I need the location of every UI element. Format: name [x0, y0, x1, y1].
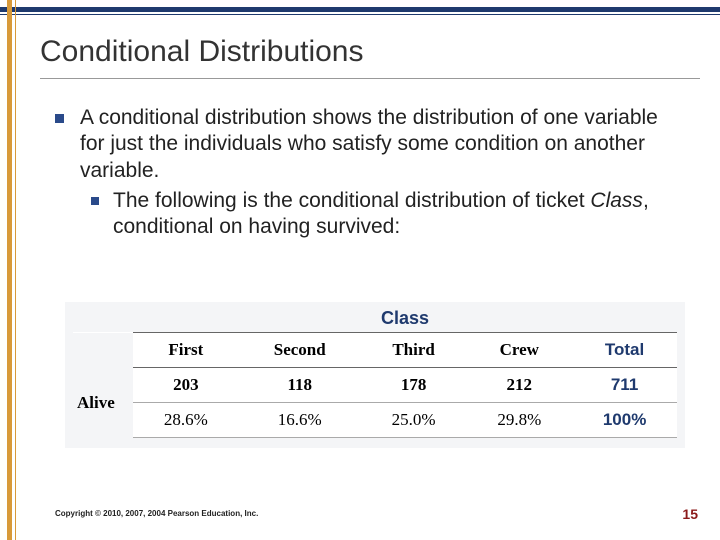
left-border-thin — [15, 0, 16, 540]
content-area: A conditional distribution shows the dis… — [55, 105, 680, 244]
cell-percent: 25.0% — [361, 403, 467, 438]
italic-class: Class — [590, 189, 643, 212]
col-header: Crew — [466, 333, 572, 368]
cell-percent: 29.8% — [466, 403, 572, 438]
body-text-2: The following is the conditional distrib… — [113, 188, 680, 241]
table-header-row: First Second Third Crew Total — [73, 333, 677, 368]
bullet-level2: The following is the conditional distrib… — [91, 188, 680, 241]
term-conditional-distribution: conditional distribution — [99, 106, 307, 129]
col-header: First — [133, 333, 239, 368]
row-label: Alive — [73, 368, 133, 438]
text-prefix-2: The following is the conditional distrib… — [113, 189, 590, 212]
cell-count: 178 — [361, 368, 467, 403]
square-bullet-icon — [91, 197, 99, 205]
body-text-1: A conditional distribution shows the dis… — [80, 105, 680, 184]
cell-count: 118 — [239, 368, 361, 403]
cell-count: 212 — [466, 368, 572, 403]
page-number: 15 — [682, 506, 698, 522]
copyright-footer: Copyright © 2010, 2007, 2004 Pearson Edu… — [55, 509, 258, 518]
top-border-thick — [0, 7, 720, 12]
text-prefix: A — [80, 106, 99, 129]
cell-count-total: 711 — [572, 368, 677, 403]
col-header-total: Total — [572, 333, 677, 368]
slide-title: Conditional Distributions — [40, 35, 364, 69]
table-row: Alive 203 118 178 212 711 — [73, 368, 677, 403]
table-row: 28.6% 16.6% 25.0% 29.8% 100% — [73, 403, 677, 438]
title-underline — [40, 78, 700, 79]
cell-percent: 28.6% — [133, 403, 239, 438]
data-table: First Second Third Crew Total Alive 203 … — [73, 332, 677, 438]
table-container: Class First Second Third Crew Total Aliv… — [65, 302, 685, 448]
table-group-label: Class — [73, 308, 677, 329]
col-header: Third — [361, 333, 467, 368]
left-border-thick — [7, 0, 12, 540]
col-header: Second — [239, 333, 361, 368]
top-border-thin — [0, 14, 720, 15]
blank-header — [73, 333, 133, 368]
square-bullet-icon — [55, 114, 64, 123]
cell-count: 203 — [133, 368, 239, 403]
cell-percent-total: 100% — [572, 403, 677, 438]
cell-percent: 16.6% — [239, 403, 361, 438]
bullet-level1: A conditional distribution shows the dis… — [55, 105, 680, 184]
